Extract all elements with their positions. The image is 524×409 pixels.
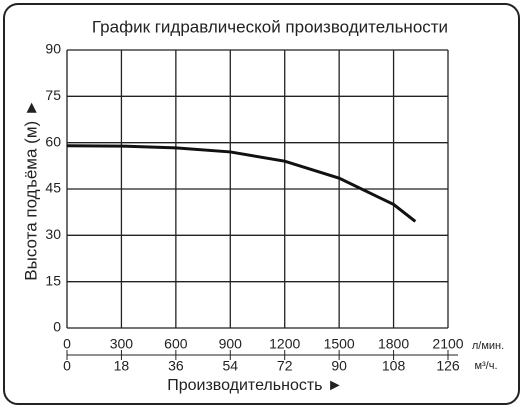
x-tick-label: 1500 xyxy=(324,336,355,352)
y-tick-label: 75 xyxy=(45,87,61,103)
x-unit-label: л/мин. xyxy=(472,340,504,352)
x2-tick-label: 72 xyxy=(277,358,293,374)
x2-unit-label: м³/ч. xyxy=(474,360,497,372)
x2-tick-label: 108 xyxy=(382,358,406,374)
y-tick-label: 45 xyxy=(45,180,61,196)
x-tick-label: 600 xyxy=(164,336,188,352)
y-tick-label: 60 xyxy=(45,133,61,149)
y-axis-label: Высота подъёма (м) ► xyxy=(21,99,40,280)
y-tick-label: 15 xyxy=(45,272,61,288)
x-tick-label: 300 xyxy=(110,336,134,352)
x2-tick-label: 0 xyxy=(63,358,71,374)
x2-tick-label: 126 xyxy=(436,358,460,374)
x-tick-label: 0 xyxy=(63,336,71,352)
x2-tick-label: 90 xyxy=(331,358,347,374)
line-series xyxy=(66,144,417,223)
x-tick-label: 900 xyxy=(219,336,243,352)
frame xyxy=(3,3,520,405)
x2-tick-label: 54 xyxy=(222,358,238,374)
y-tick-label: 90 xyxy=(45,41,61,57)
x-axis-label: Производительность ► xyxy=(167,377,343,394)
x-tick-label: 1800 xyxy=(378,336,409,352)
x-tick-label: 1200 xyxy=(269,336,300,352)
x2-tick-label: 36 xyxy=(168,358,184,374)
y-tick-label: 0 xyxy=(53,319,61,335)
x2-tick-label: 18 xyxy=(114,358,130,374)
chart-title: График гидравлической производительности xyxy=(92,17,448,36)
x-tick-label: 2100 xyxy=(432,336,463,352)
y-tick-label: 30 xyxy=(45,226,61,242)
